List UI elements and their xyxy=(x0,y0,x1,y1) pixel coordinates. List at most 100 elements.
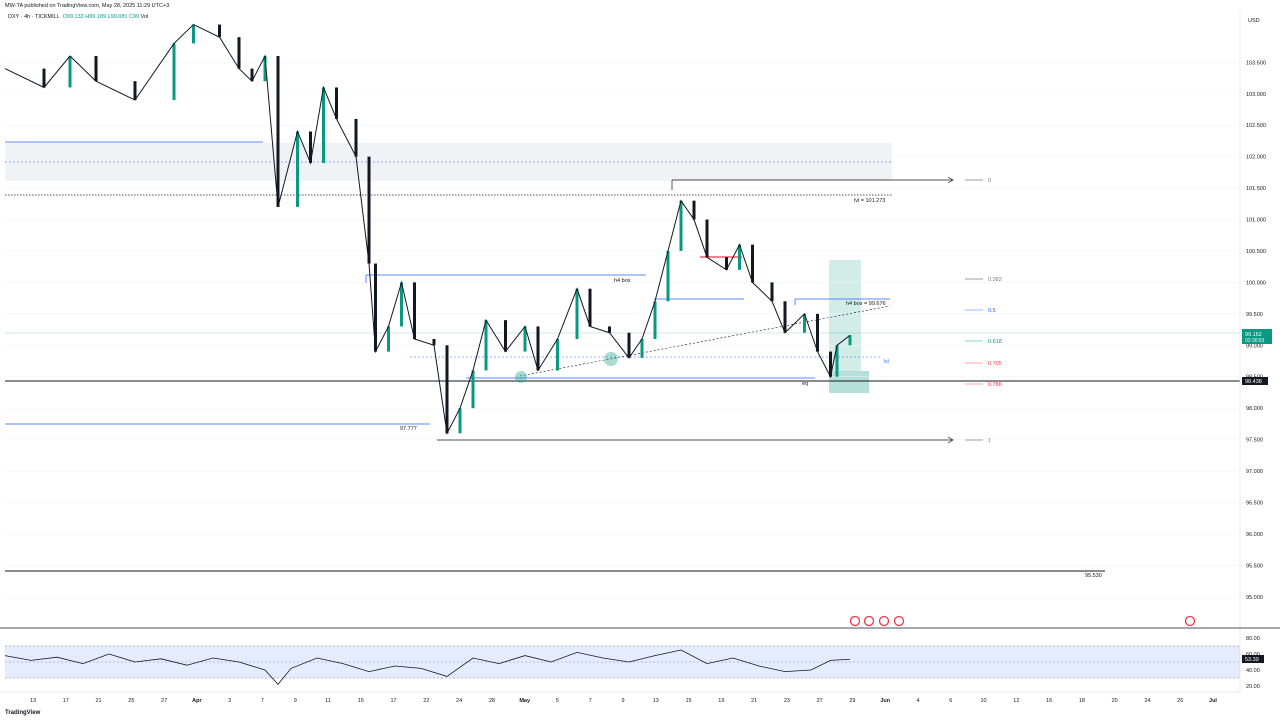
candle xyxy=(666,250,670,302)
price-tick-label: 96.500 xyxy=(1246,501,1263,507)
price-tick-label: 95.000 xyxy=(1246,595,1263,601)
time-tick-label: 27 xyxy=(817,698,823,704)
rsi-line xyxy=(4,649,851,686)
price-tick-label: 98.000 xyxy=(1246,406,1263,412)
volume-label: Vol xyxy=(140,14,149,20)
time-tick-label: 26 xyxy=(1177,698,1183,704)
h4-bos-right-label: h4 bos = 99.676 xyxy=(846,301,886,307)
publish-info: MW-TA published on TradingView.com, May … xyxy=(5,3,170,9)
time-tick-label: Apr xyxy=(192,698,202,704)
us-flag-icon[interactable] xyxy=(878,615,890,627)
candle xyxy=(335,87,338,119)
fib-lines xyxy=(965,179,983,441)
candle xyxy=(504,320,507,352)
candle xyxy=(387,326,390,352)
price-tick-label: 95.500 xyxy=(1246,563,1263,569)
us-flag-icon[interactable] xyxy=(863,615,875,627)
rsi-tick-label: 20.00 xyxy=(1246,684,1260,690)
supply-zone xyxy=(5,143,892,181)
tradingview-logo-text: TradingView xyxy=(5,710,41,716)
price-tick-label: 103.000 xyxy=(1246,92,1266,98)
trendline-dotted xyxy=(519,305,891,377)
time-tick-label: Jun xyxy=(880,698,890,704)
us-flag-icon[interactable] xyxy=(893,615,905,627)
position-loss-box xyxy=(829,371,869,393)
marker-price-value: 98.438 xyxy=(1245,379,1262,385)
us-flag-icon[interactable] xyxy=(1184,615,1196,627)
time-tick-label: 24 xyxy=(456,698,462,704)
fib-0786-label: 0.786 xyxy=(988,382,1002,388)
time-tick-label: 20 xyxy=(1112,698,1118,704)
candle xyxy=(471,370,475,409)
candle xyxy=(322,87,325,163)
time-tick-label: 23 xyxy=(784,698,790,704)
candle xyxy=(692,200,696,220)
candle xyxy=(237,37,241,69)
candle xyxy=(705,219,709,258)
high-value: H99.189 xyxy=(85,14,107,20)
grid xyxy=(5,62,1240,598)
close-value: C99 xyxy=(129,14,140,20)
eq-label: eq xyxy=(802,381,808,387)
candle xyxy=(172,43,176,101)
time-tick-label: 25 xyxy=(128,698,134,704)
symbol-name[interactable]: DXY · 4h · TICKMILL xyxy=(8,14,60,20)
fib-1-label: 1 xyxy=(988,438,991,444)
price-series-line xyxy=(4,23,851,435)
fib-05-label: 0.5 xyxy=(988,308,996,314)
candle xyxy=(640,339,644,358)
rsi-value-tag xyxy=(1242,655,1264,663)
countdown-value: 03:30:53 xyxy=(1245,338,1265,344)
time-tick-label: 15 xyxy=(685,698,691,704)
economic-events[interactable] xyxy=(849,615,1196,627)
us-flag-icon[interactable] xyxy=(849,615,861,627)
time-tick-label: 16 xyxy=(1046,698,1052,704)
h4-bos-label: h4 bos xyxy=(614,278,631,284)
price-tick-label: 101.500 xyxy=(1246,186,1266,192)
low-arrow-head xyxy=(947,436,954,444)
candle xyxy=(309,131,312,163)
time-tick-label: 17 xyxy=(390,698,396,704)
candle xyxy=(263,56,267,82)
time-tick-label: 11 xyxy=(325,698,331,704)
time-tick-label: 9 xyxy=(294,698,297,704)
candle xyxy=(484,320,488,371)
candle xyxy=(445,345,449,434)
price-tick-label: 99.500 xyxy=(1246,312,1263,318)
lvl-label: lvl = 101.273 xyxy=(854,198,885,204)
time-tick-label: 28 xyxy=(489,698,495,704)
candle xyxy=(783,301,787,333)
candle xyxy=(523,326,527,352)
low-value-label: 97.777 xyxy=(400,426,417,432)
open-value: O99.133 xyxy=(62,14,84,20)
time-tick-label: 6 xyxy=(949,698,952,704)
candle xyxy=(432,339,436,346)
candle xyxy=(68,56,72,88)
candle xyxy=(803,313,806,333)
fib-0705-label: 0.705 xyxy=(988,361,1002,367)
candle xyxy=(575,288,579,340)
price-tick-label: 101.000 xyxy=(1246,218,1266,224)
target-value-label: 95.530 xyxy=(1085,573,1102,579)
candle xyxy=(556,339,559,371)
candle xyxy=(848,335,852,346)
time-tick-label: 7 xyxy=(589,698,592,704)
marker-price-tag xyxy=(1242,377,1268,385)
rsi-tick-label: 80.00 xyxy=(1246,636,1260,642)
candle xyxy=(354,118,358,157)
low-value: L99.081 xyxy=(107,14,128,20)
time-tick-label: 19 xyxy=(718,698,724,704)
time-axis[interactable]: 13 17 21 25 27 Apr 3 7 9 11 15 17 22 24 28 May 5 7 9 13 15 19… xyxy=(30,698,1218,704)
time-tick-label: 21 xyxy=(751,698,757,704)
candle xyxy=(835,345,839,377)
candle xyxy=(218,24,221,38)
symbol-legend: DXY · 4h · TICKMILL O99.133 H99.189 L99.… xyxy=(8,14,148,20)
time-tick-label: 9 xyxy=(621,698,624,704)
time-tick-label: 29 xyxy=(849,698,855,704)
time-tick-label: 13 xyxy=(653,698,659,704)
tradingview-logo[interactable]: TradingView xyxy=(5,710,40,716)
candle xyxy=(250,68,254,82)
candle xyxy=(458,408,462,434)
candle xyxy=(679,200,683,251)
